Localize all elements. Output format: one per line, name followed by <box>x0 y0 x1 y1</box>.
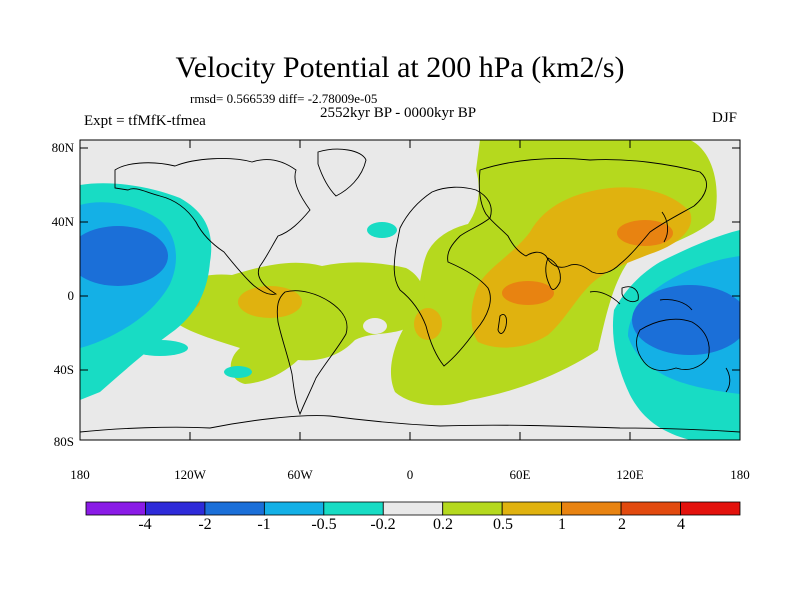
lat-label: 80S <box>53 434 74 449</box>
lon-label: 180 <box>70 467 90 482</box>
colorbar-swatch <box>501 501 563 516</box>
coast-antarctica <box>80 415 740 433</box>
coast-australia <box>636 318 710 371</box>
colorbar-swatch <box>145 501 206 516</box>
field-half-africa <box>414 308 442 340</box>
stats-line: rmsd= 0.566539 diff= -2.78009e-05 <box>190 91 378 106</box>
field-negative-atlantic <box>367 222 397 238</box>
colorbar-label: 4 <box>677 516 685 533</box>
colorbar-swatch <box>382 501 444 516</box>
colorbar-swatch <box>442 501 503 516</box>
lat-label: 0 <box>67 288 75 303</box>
colorbar-swatch <box>680 501 741 516</box>
lon-label: 120E <box>616 467 644 482</box>
colorbar-label: 1 <box>558 516 566 533</box>
field-negative-small <box>224 366 252 378</box>
colorbar-swatch <box>561 501 622 516</box>
colorbar-label: -2 <box>198 516 212 533</box>
coast-new-guinea <box>659 299 693 311</box>
field-negative-lobe <box>132 340 188 356</box>
coast-borneo <box>621 286 639 303</box>
colorbar-label: -0.2 <box>370 516 396 533</box>
coast-europe-africa <box>393 186 492 367</box>
colorbar-swatch <box>620 501 681 516</box>
map-title: Velocity Potential at 200 hPa (km2/s) <box>175 51 625 84</box>
coast-south-america <box>276 290 348 416</box>
colorbar-swatch <box>263 501 325 516</box>
coast-asia <box>478 158 707 275</box>
lon-label: 0 <box>406 467 414 482</box>
period-label: 2552kyr BP - 0000kyr BP <box>320 105 477 121</box>
field-positive-west <box>170 262 426 384</box>
coast-greenland <box>317 148 367 197</box>
field-blue-east <box>632 285 740 355</box>
coastlines <box>80 148 740 433</box>
coast-sumatra <box>589 291 621 305</box>
colorbar-label: 0.5 <box>493 516 513 533</box>
colorbar-label: -4 <box>138 516 152 533</box>
coast-north-america <box>114 158 311 295</box>
coast-madagascar <box>497 314 507 334</box>
lat-ticks <box>80 147 740 441</box>
field-hole-1 <box>363 318 387 334</box>
coast-new-zealand <box>725 367 731 393</box>
coast-japan <box>661 211 669 243</box>
field-half-central <box>238 286 302 318</box>
lon-label: 120W <box>174 467 206 482</box>
lon-label: 60W <box>287 467 313 482</box>
colorbar-label: -0.5 <box>311 516 337 533</box>
colorbar-label: 2 <box>618 516 626 533</box>
field-one-asia <box>617 220 673 246</box>
lat-label: 40N <box>51 214 74 229</box>
lon-ticks <box>79 140 741 440</box>
field-blue-west <box>80 226 168 286</box>
colorbar-label: 0.2 <box>433 516 453 533</box>
colorbar-swatch <box>204 501 265 516</box>
lat-label: 80N <box>51 140 74 155</box>
lon-label: 60E <box>509 467 531 482</box>
lat-label: 40S <box>53 362 74 377</box>
experiment-label: Expt = tfMfK-tfmea <box>84 113 206 129</box>
colorbar-swatch <box>323 501 384 516</box>
coast-india <box>545 257 561 290</box>
field-one-africa <box>502 281 554 305</box>
lon-label: 180 <box>730 467 750 482</box>
colorbar-label: -1 <box>257 516 271 533</box>
colorbar-swatch <box>85 501 146 516</box>
map-fields <box>80 140 740 440</box>
season-label: DJF <box>712 110 738 126</box>
colorbar <box>85 501 741 516</box>
